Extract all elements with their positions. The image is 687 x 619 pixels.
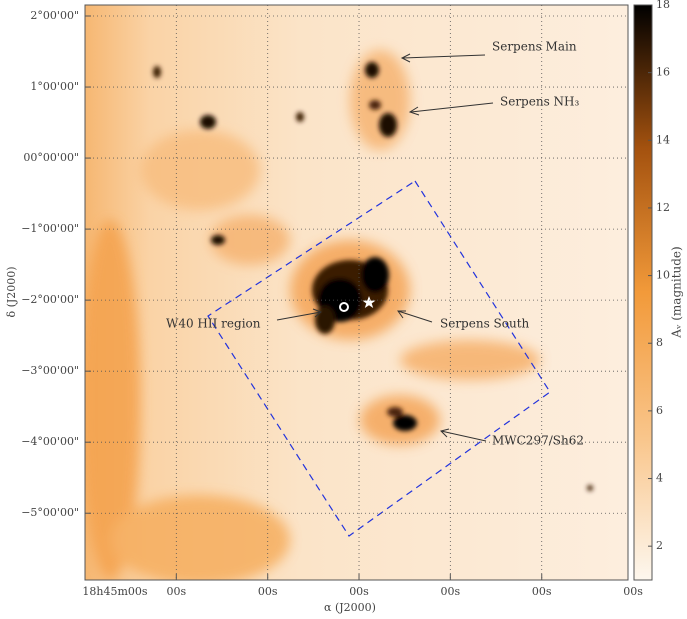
colorbar-tick-label: 16 bbox=[656, 66, 670, 79]
x-tick-label: 00s bbox=[532, 585, 552, 598]
colorbar-tick-label: 18 bbox=[656, 0, 670, 11]
y-tick-label: 1°00'00" bbox=[30, 80, 79, 93]
colorbar-tick-label: 14 bbox=[656, 133, 670, 146]
annotation: MWC297/Sh62 bbox=[492, 434, 584, 448]
colorbar-tick-label: 12 bbox=[656, 201, 670, 214]
colorbar-tick-label: 2 bbox=[656, 539, 663, 552]
survey-boundary bbox=[207, 180, 551, 537]
annotations: Serpens Main Serpens NH₃ W40 HII region Ser… bbox=[166, 40, 584, 448]
annotation: Serpens Main bbox=[492, 40, 577, 54]
y-tick-label: −5°00'00" bbox=[21, 506, 79, 519]
x-tick-label: 18h45m00s bbox=[82, 585, 148, 598]
annotation: Serpens NH₃ bbox=[500, 95, 580, 109]
x-tick-label: 00s bbox=[258, 585, 278, 598]
star-marker bbox=[362, 296, 376, 308]
annotation: Serpens South bbox=[440, 317, 530, 331]
y-tick-label: −1°00'00" bbox=[21, 222, 79, 235]
colorbar-tick-label: 6 bbox=[656, 404, 663, 417]
x-tick-label: 00s bbox=[349, 585, 369, 598]
x-axis-label: α (J2000) bbox=[324, 601, 376, 614]
colorbar-tick-label: 8 bbox=[656, 336, 663, 349]
x-tick-label: 00s bbox=[623, 585, 643, 598]
x-tick-label: 00s bbox=[166, 585, 186, 598]
colorbar bbox=[633, 4, 653, 581]
x-tick-label: 00s bbox=[440, 585, 460, 598]
y-tick-label: −2°00'00" bbox=[21, 293, 79, 306]
y-tick-label: −4°00'00" bbox=[21, 435, 79, 448]
extinction-map bbox=[85, 5, 628, 580]
y-axis-label: δ (J2000) bbox=[5, 266, 18, 317]
w40-marker bbox=[339, 302, 349, 312]
colorbar-tick-label: 10 bbox=[656, 269, 670, 282]
annotation: W40 HII region bbox=[166, 317, 261, 331]
y-tick-label: −3°00'00" bbox=[21, 364, 79, 377]
y-tick-label: 00°00'00" bbox=[23, 151, 79, 164]
y-tick-label: 2°00'00" bbox=[30, 9, 79, 22]
colorbar-label: Aᵥ (magnitude) bbox=[670, 246, 684, 338]
plot-frame bbox=[84, 4, 629, 581]
colorbar-tick-label: 4 bbox=[656, 472, 663, 485]
